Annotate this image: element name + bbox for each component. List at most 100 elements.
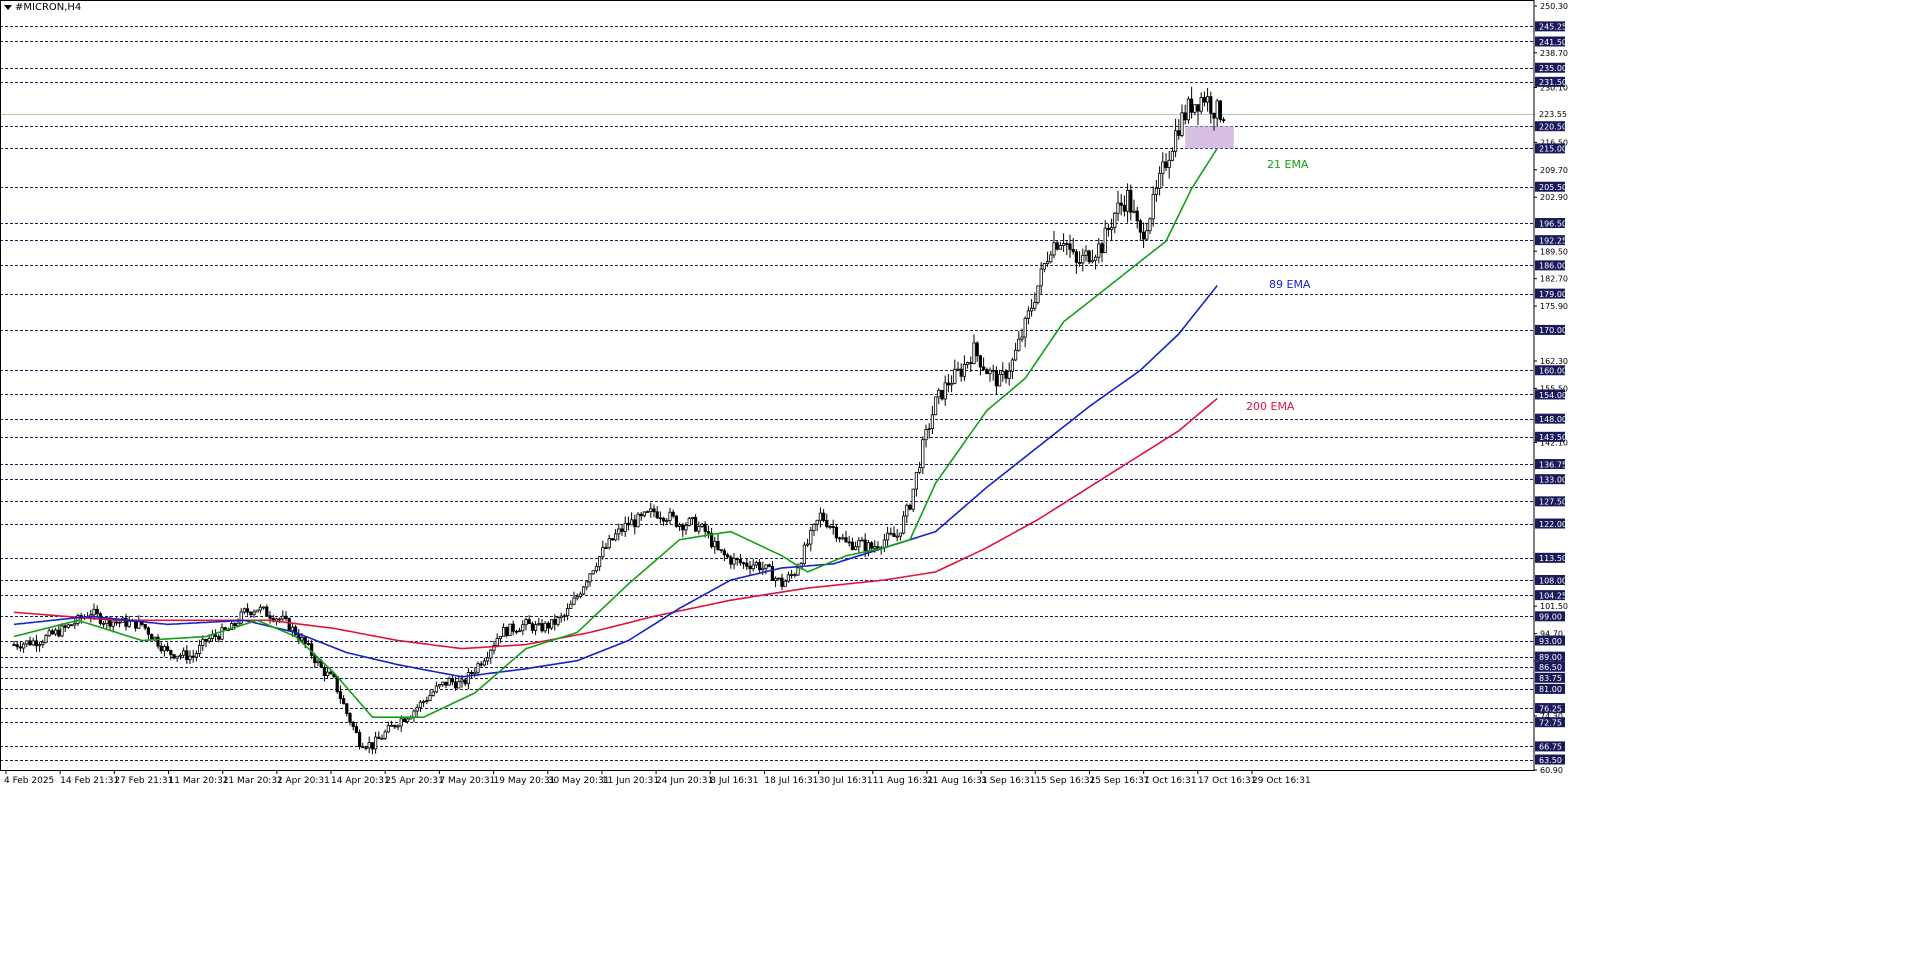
candle — [31, 637, 35, 646]
candle — [386, 721, 391, 733]
y-tick-label: 60.90 — [1540, 766, 1563, 775]
candle — [534, 620, 538, 636]
candle — [293, 624, 298, 637]
candle — [1010, 357, 1015, 380]
candle — [738, 553, 743, 566]
candle — [194, 650, 198, 662]
candle — [124, 613, 128, 631]
candle — [591, 570, 595, 575]
candle — [249, 611, 253, 618]
candle — [54, 627, 58, 637]
candle — [12, 641, 16, 646]
level-price-tag: 83.75 — [1535, 672, 1565, 683]
candle — [172, 654, 176, 660]
candle — [758, 558, 762, 573]
candle — [92, 603, 96, 621]
candle — [994, 366, 999, 395]
level-price-tag: 186.00 — [1535, 260, 1567, 271]
x-tick-label: 11 Mar 20:31 — [169, 776, 229, 786]
candle — [1193, 104, 1197, 116]
dropdown-triangle-icon[interactable] — [4, 5, 12, 10]
candle — [847, 535, 851, 547]
candle — [748, 560, 752, 576]
candle — [927, 423, 931, 439]
candle — [943, 375, 947, 406]
candle — [18, 641, 23, 652]
candle — [1110, 218, 1114, 241]
candle — [940, 389, 944, 401]
x-tick-label: 25 Sep 16:31 — [1089, 776, 1149, 786]
candle — [898, 532, 903, 541]
candle — [322, 665, 327, 682]
candle — [582, 585, 586, 596]
candle — [610, 538, 615, 541]
candle — [367, 736, 371, 754]
x-tick-label: 21 Aug 16:31 — [927, 776, 988, 786]
candle — [1094, 254, 1098, 270]
candle — [895, 529, 899, 542]
x-tick-label: 3 Sep 16:31 — [981, 776, 1035, 786]
chart-symbol-title[interactable]: #MICRON,H4 — [4, 2, 81, 13]
candle — [1215, 98, 1219, 127]
candle — [476, 661, 480, 677]
candle — [1151, 186, 1155, 227]
level-price-tag: 245.25 — [1535, 21, 1567, 32]
candle — [469, 670, 474, 679]
candle — [566, 603, 570, 621]
candle — [242, 607, 246, 615]
candle — [780, 573, 784, 591]
candle — [245, 603, 250, 616]
candle — [726, 552, 730, 559]
candle — [697, 521, 701, 535]
highlight-zone — [1185, 126, 1234, 149]
candle — [1046, 251, 1050, 267]
y-tick-label: 175.90 — [1540, 302, 1568, 311]
candle — [63, 623, 67, 633]
candle — [178, 652, 182, 660]
level-price-tag: 241.50 — [1535, 36, 1567, 47]
candle — [1097, 237, 1101, 264]
candle — [674, 515, 679, 528]
candle — [428, 689, 432, 702]
svg-text:205.50: 205.50 — [1539, 183, 1567, 192]
candle — [1132, 199, 1136, 214]
candle — [966, 361, 970, 369]
candle — [114, 616, 118, 626]
candle — [908, 503, 912, 511]
y-tick-label: 250.30 — [1540, 2, 1568, 11]
candle — [975, 341, 979, 362]
candle — [700, 522, 704, 528]
candle — [338, 685, 343, 704]
candle — [988, 367, 992, 382]
candle — [1052, 230, 1056, 259]
candle — [1090, 249, 1094, 264]
candle — [354, 723, 359, 734]
candle — [639, 512, 643, 521]
candle — [834, 524, 839, 542]
level-price-tag: 196.50 — [1535, 218, 1567, 228]
candle — [479, 660, 483, 668]
candle — [879, 545, 883, 555]
candle — [261, 606, 266, 610]
candle — [1145, 222, 1149, 241]
candle — [1190, 86, 1194, 119]
level-price-tag: 76.25 — [1535, 703, 1565, 713]
x-tick-label: 18 Jul 16:31 — [764, 776, 818, 786]
candle — [838, 536, 842, 543]
candle — [508, 623, 512, 636]
candle — [1078, 251, 1082, 267]
candle — [38, 641, 42, 652]
x-tick-label: 19 May 20:31 — [494, 776, 556, 786]
candle — [501, 623, 506, 637]
candle — [774, 576, 778, 588]
candle — [684, 522, 688, 536]
candle — [636, 512, 640, 528]
candle — [1142, 222, 1146, 249]
level-price-tag: 143.50 — [1535, 431, 1567, 442]
y-tick-label: 209.70 — [1540, 166, 1568, 175]
candle — [658, 511, 663, 524]
svg-text:170.00: 170.00 — [1539, 326, 1567, 335]
axes: 250.30 238.70 230.10 216.50 209.70 202.90 189.… — [0, 0, 1568, 786]
